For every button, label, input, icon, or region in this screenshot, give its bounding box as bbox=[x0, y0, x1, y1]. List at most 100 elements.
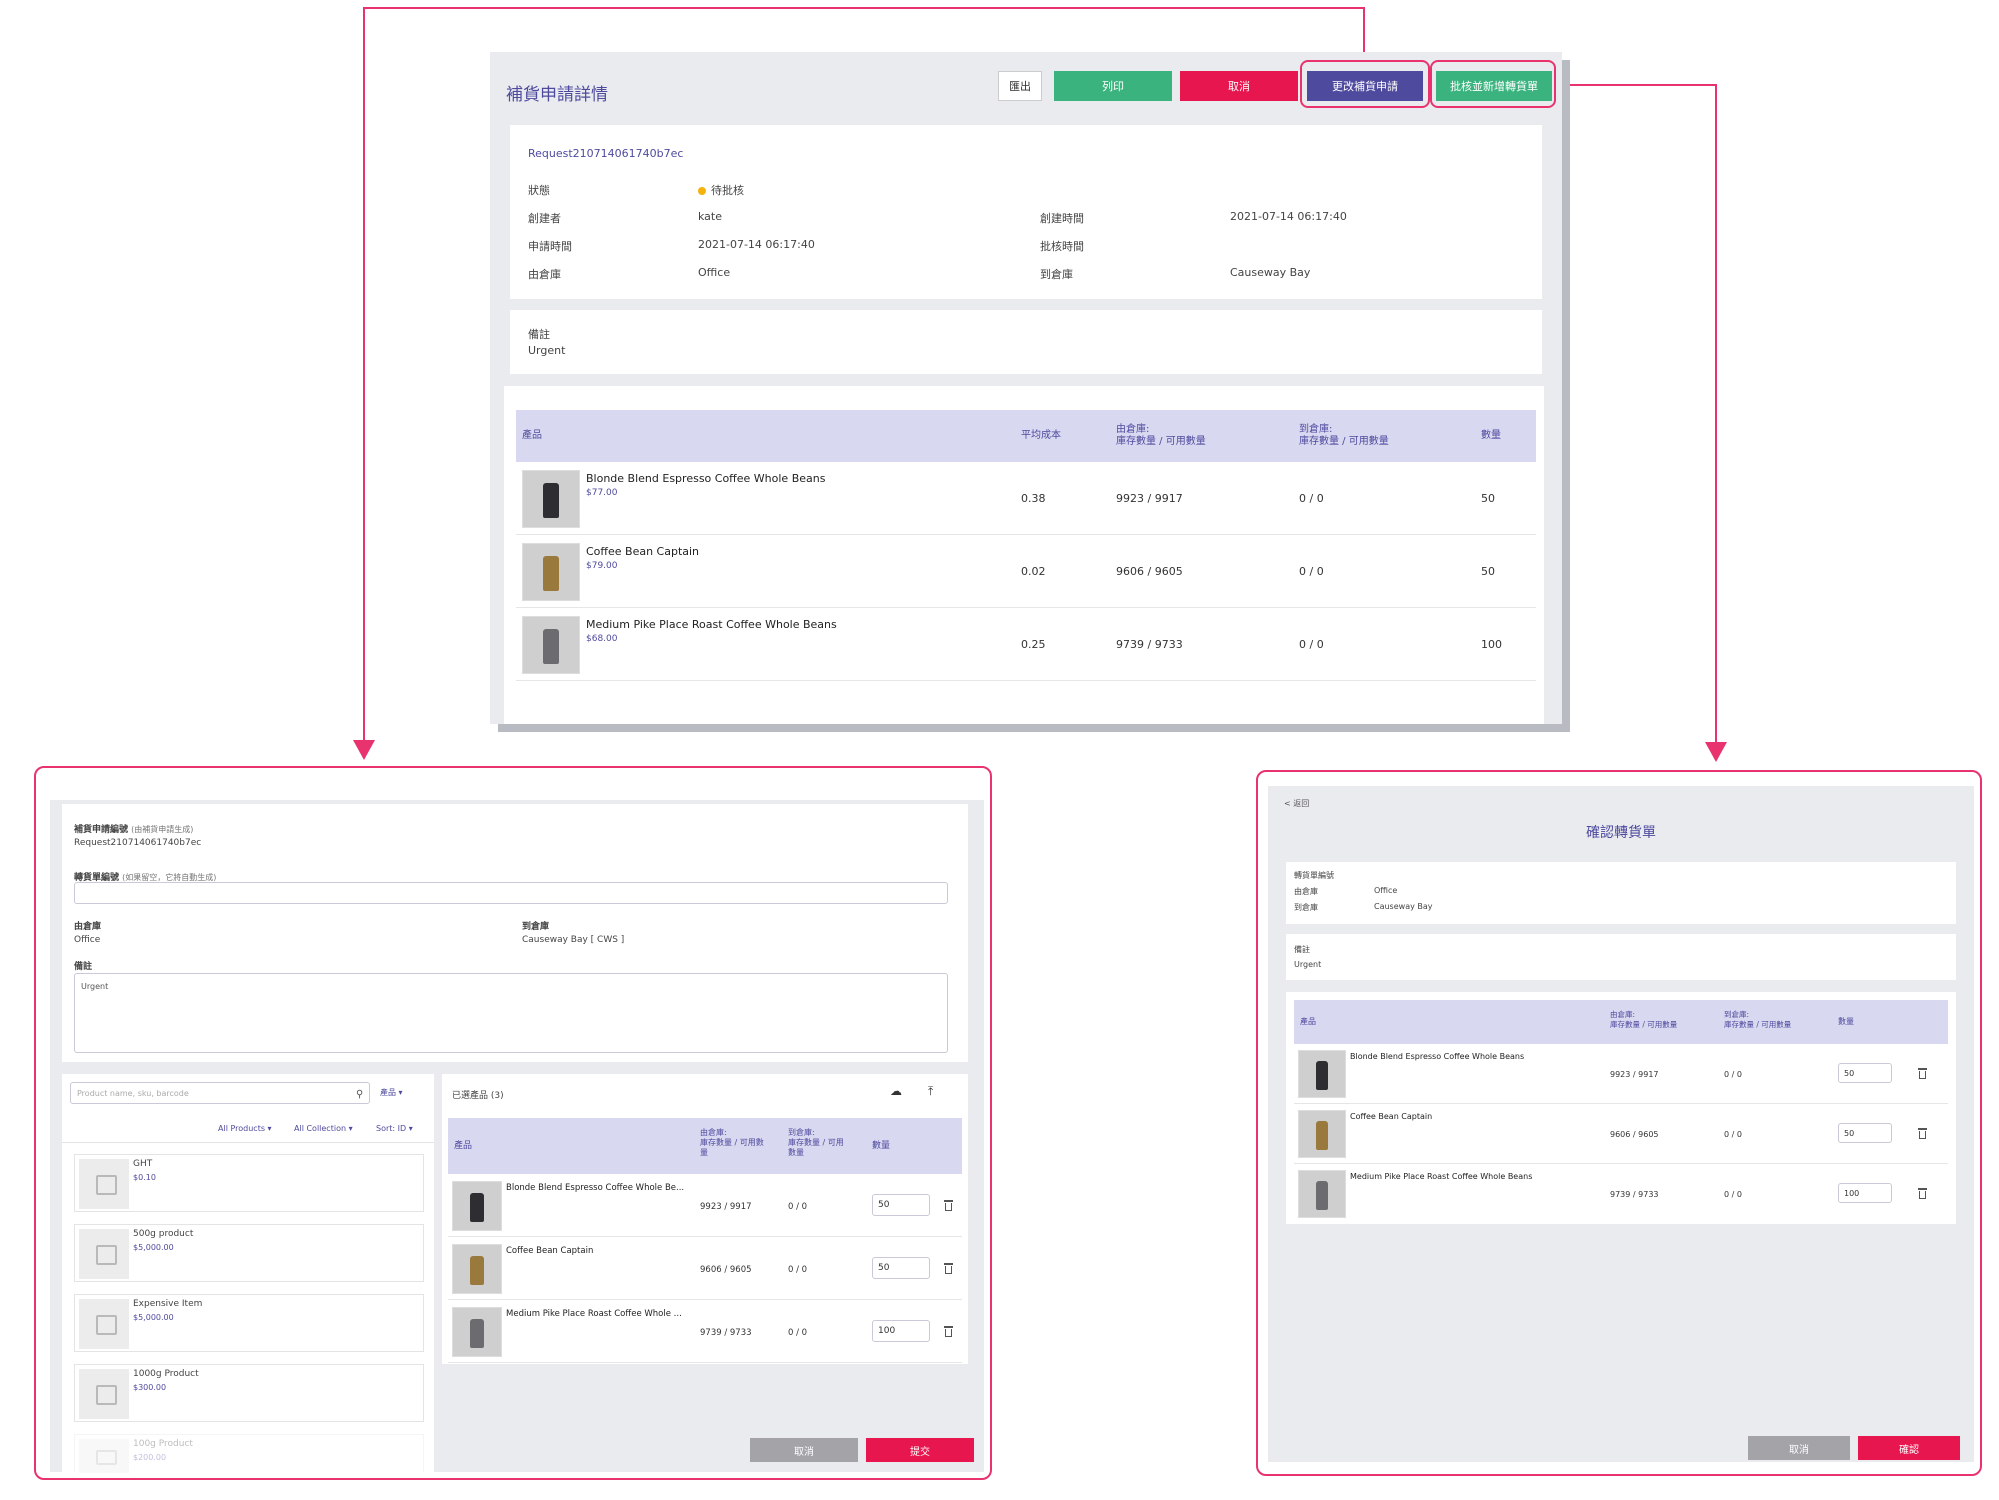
product-name: Coffee Bean Captain bbox=[586, 545, 700, 558]
highlight-box bbox=[1300, 60, 1430, 108]
from-warehouse-value: Office bbox=[698, 266, 731, 279]
confirm-button[interactable]: 確認 bbox=[1858, 1436, 1960, 1460]
product-filter-dropdown[interactable]: 產品 ▾ bbox=[380, 1088, 403, 1097]
to-stock: 0 / 0 bbox=[788, 1202, 808, 1212]
product-image bbox=[1298, 1050, 1346, 1098]
header-product: 產品 bbox=[522, 430, 542, 441]
trash-icon[interactable] bbox=[1918, 1068, 1927, 1079]
catalog-item[interactable]: GHT $0.10 bbox=[74, 1154, 424, 1212]
to-warehouse-value: Causeway Bay bbox=[1374, 902, 1433, 911]
upload-icon[interactable]: ⤒ bbox=[928, 1084, 934, 1098]
quantity-input[interactable]: 50 bbox=[1838, 1123, 1892, 1143]
approve-create-transfer-button[interactable]: 批核並新增轉貨單 bbox=[1436, 71, 1552, 101]
print-button[interactable]: 列印 bbox=[1054, 71, 1172, 101]
connector-line bbox=[1715, 84, 1717, 744]
all-collection-dropdown[interactable]: All Collection ▾ bbox=[294, 1124, 353, 1133]
transfer-form-card: 補貨申請編號 (由補貨申請生成) Request210714061740b7ec… bbox=[62, 804, 968, 1062]
quantity-input[interactable]: 50 bbox=[1838, 1063, 1892, 1083]
connector-line bbox=[363, 7, 365, 742]
catalog-item[interactable]: 1000g Product $300.00 bbox=[74, 1364, 424, 1422]
search-icon[interactable]: ⚲ bbox=[356, 1089, 364, 1100]
product-name: Coffee Bean Captain bbox=[1350, 1112, 1433, 1121]
catalog-item[interactable]: Expensive Item $5,000.00 bbox=[74, 1294, 424, 1352]
catalog-item-name: Expensive Item bbox=[133, 1299, 203, 1309]
trash-icon[interactable] bbox=[944, 1200, 953, 1211]
sort-dropdown[interactable]: Sort: ID ▾ bbox=[376, 1124, 413, 1133]
table-row: Blonde Blend Espresso Coffee Whole Beans… bbox=[516, 462, 1536, 535]
to-warehouse-label: 到倉庫 bbox=[1040, 268, 1073, 281]
catalog-item-price: $300.00 bbox=[133, 1383, 167, 1392]
from-stock: 9606 / 9605 bbox=[1610, 1130, 1659, 1139]
to-stock: 0 / 0 bbox=[1299, 638, 1324, 651]
header-from-stock: 由倉庫: 庫存數量 / 可用數量 bbox=[700, 1128, 764, 1157]
header-qty: 數量 bbox=[1481, 430, 1501, 441]
trash-icon[interactable] bbox=[1918, 1188, 1927, 1199]
quantity-input[interactable]: 50 bbox=[872, 1194, 930, 1216]
connector-line bbox=[1363, 7, 1365, 60]
quantity-input[interactable]: 50 bbox=[872, 1257, 930, 1279]
all-products-dropdown[interactable]: All Products ▾ bbox=[218, 1124, 272, 1133]
created-time-value: 2021-07-14 06:17:40 bbox=[1230, 210, 1347, 223]
from-warehouse-label: 由倉庫 bbox=[528, 268, 561, 281]
back-link[interactable]: < 返回 bbox=[1284, 799, 1310, 808]
table-row: Coffee Bean Captain $79.00 0.02 9606 / 9… bbox=[516, 535, 1536, 608]
from-warehouse-value: Office bbox=[1374, 886, 1398, 895]
catalog-item-price: $0.10 bbox=[133, 1173, 156, 1182]
request-detail-panel: 補貨申請詳情 匯出 列印 取消 更改補貨申請 批核並新增轉貨單 Request2… bbox=[490, 52, 1562, 724]
from-stock: 9739 / 9733 bbox=[1610, 1190, 1659, 1199]
trash-icon[interactable] bbox=[944, 1263, 953, 1274]
cancel-button[interactable]: 取消 bbox=[750, 1438, 858, 1462]
to-stock: 0 / 0 bbox=[788, 1265, 808, 1275]
trash-icon[interactable] bbox=[1918, 1128, 1927, 1139]
header-from-stock: 由倉庫: 庫存數量 / 可用數量 bbox=[1116, 424, 1206, 447]
table-header: 產品 平均成本 由倉庫: 庫存數量 / 可用數量 到倉庫: 庫存數量 / 可用數量 … bbox=[516, 410, 1536, 462]
status-dot-icon bbox=[698, 187, 706, 195]
to-stock: 0 / 0 bbox=[1724, 1190, 1742, 1199]
product-image bbox=[452, 1307, 502, 1357]
avg-cost: 0.38 bbox=[1021, 492, 1046, 505]
edit-request-button[interactable]: 更改補貨申請 bbox=[1307, 71, 1423, 101]
remarks-textarea[interactable]: Urgent bbox=[74, 973, 948, 1053]
catalog-item-price: $5,000.00 bbox=[133, 1243, 174, 1252]
product-catalog: Product name, sku, barcode ⚲ 產品 ▾ All Pr… bbox=[62, 1074, 434, 1473]
image-placeholder-icon bbox=[79, 1439, 129, 1473]
request-no-label: 補貨申請編號 (由補貨申請生成) bbox=[74, 825, 194, 835]
products-table-card: 產品 平均成本 由倉庫: 庫存數量 / 可用數量 到倉庫: 庫存數量 / 可用數量 … bbox=[504, 386, 1544, 724]
quantity: 50 bbox=[1481, 492, 1495, 505]
transfer-no-label: 轉貨單編號 (如果留空，它將自動生成) bbox=[74, 873, 217, 883]
catalog-item-name: 1000g Product bbox=[133, 1369, 199, 1379]
cancel-button[interactable]: 取消 bbox=[1180, 71, 1298, 101]
quantity-input[interactable]: 100 bbox=[1838, 1183, 1892, 1203]
product-image bbox=[522, 470, 580, 528]
arrow-down-icon bbox=[353, 740, 375, 760]
from-warehouse-label: 由倉庫 bbox=[74, 922, 102, 932]
trash-icon[interactable] bbox=[944, 1326, 953, 1337]
table-row: Coffee Bean Captain 9606 / 9605 0 / 0 50 bbox=[1294, 1104, 1948, 1164]
image-placeholder-icon bbox=[79, 1299, 129, 1349]
image-placeholder-icon bbox=[79, 1369, 129, 1419]
cloud-download-icon[interactable]: ☁ bbox=[890, 1084, 902, 1098]
product-image bbox=[522, 543, 580, 601]
highlight-box bbox=[1430, 60, 1556, 108]
table-row: Coffee Bean Captain 9606 / 9605 0 / 0 50 bbox=[448, 1237, 962, 1300]
search-input[interactable]: Product name, sku, barcode ⚲ bbox=[70, 1082, 370, 1104]
catalog-item[interactable]: 500g product $5,000.00 bbox=[74, 1224, 424, 1282]
catalog-item[interactable]: 100g Product $200.00 bbox=[74, 1434, 424, 1473]
to-stock: 0 / 0 bbox=[1724, 1130, 1742, 1139]
product-name: Medium Pike Place Roast Coffee Whole ... bbox=[506, 1309, 682, 1319]
edit-request-panel: 補貨申請編號 (由補貨申請生成) Request210714061740b7ec… bbox=[34, 766, 992, 1480]
cancel-button[interactable]: 取消 bbox=[1748, 1436, 1850, 1460]
request-time-value: 2021-07-14 06:17:40 bbox=[698, 238, 815, 251]
creator-label: 創建者 bbox=[528, 212, 561, 225]
avg-cost: 0.25 bbox=[1021, 638, 1046, 651]
quantity-input[interactable]: 100 bbox=[872, 1320, 930, 1342]
to-stock: 0 / 0 bbox=[788, 1328, 808, 1338]
selected-products-card: 已選產品 (3) ☁ ⤒ 產品 由倉庫: 庫存數量 / 可用數量 到倉庫: 庫存數量… bbox=[442, 1074, 968, 1364]
request-time-label: 申請時間 bbox=[528, 240, 572, 253]
transfer-no-input[interactable] bbox=[74, 882, 948, 904]
remarks-card: 備註 Urgent bbox=[1286, 934, 1956, 980]
submit-button[interactable]: 提交 bbox=[866, 1438, 974, 1462]
header-product: 產品 bbox=[454, 1141, 473, 1151]
connector-line bbox=[363, 7, 1365, 9]
export-button[interactable]: 匯出 bbox=[998, 71, 1042, 101]
